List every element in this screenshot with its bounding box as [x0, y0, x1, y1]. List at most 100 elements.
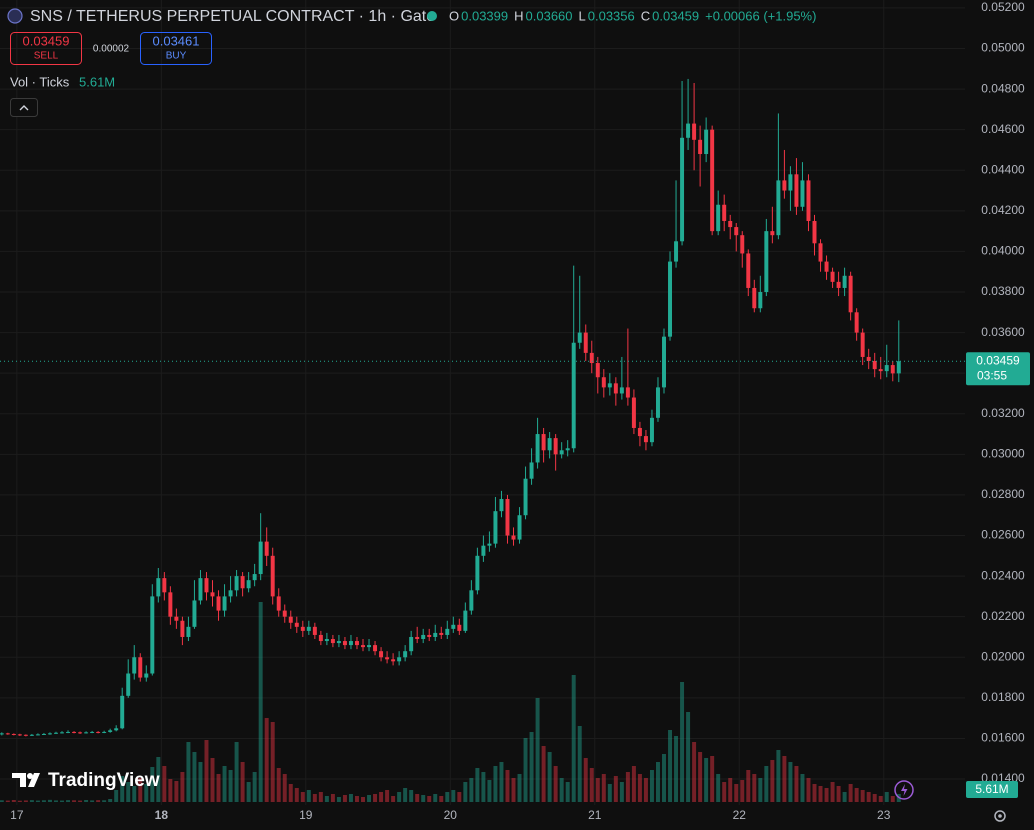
volume-bar — [391, 796, 396, 802]
collapse-icon[interactable] — [19, 105, 29, 111]
candle-body — [680, 137, 685, 242]
candle-body — [662, 336, 666, 388]
candle-body — [577, 332, 582, 343]
candle-body — [41, 733, 46, 735]
volume-bar — [53, 800, 58, 802]
volume-bar — [324, 796, 329, 802]
candle-body — [421, 634, 426, 640]
volume-bar — [132, 786, 137, 802]
volume-bar — [300, 792, 305, 802]
volume-bar — [41, 800, 46, 802]
volume-bar — [625, 772, 630, 802]
volume-bar — [373, 794, 378, 802]
candle-body — [222, 596, 227, 611]
candle-body — [427, 634, 432, 637]
candle-body — [872, 361, 877, 370]
candle-body — [770, 231, 775, 236]
candle-body — [138, 657, 143, 678]
volume-bar — [752, 774, 757, 802]
volume-bar — [619, 782, 624, 802]
lightning-icon[interactable] — [901, 784, 908, 796]
buy-label[interactable]: BUY — [166, 51, 187, 62]
settings-icon[interactable] — [998, 814, 1002, 818]
y-tick-label: 0.01800 — [981, 690, 1025, 704]
sell-label[interactable]: SELL — [34, 51, 59, 62]
candle-body — [415, 636, 420, 640]
volume-bar — [78, 800, 83, 802]
volume-bar — [722, 782, 727, 802]
candle-body — [529, 462, 534, 479]
candle-body — [252, 574, 257, 581]
collapse-button[interactable] — [10, 98, 38, 117]
candle-body — [848, 275, 853, 313]
volume-bar — [252, 772, 257, 802]
volume-bar — [409, 790, 414, 802]
buy-button[interactable] — [140, 32, 212, 65]
spread: 0.00002 — [93, 44, 130, 55]
candle-body — [487, 543, 492, 546]
lightning-button[interactable] — [894, 780, 914, 800]
volume-bar — [860, 790, 865, 802]
last-price-badge — [966, 352, 1030, 386]
volume-bar — [776, 750, 781, 802]
volume-badge-label: 5.61M — [975, 782, 1008, 796]
candle-body — [583, 332, 588, 353]
candle-body — [884, 365, 889, 372]
volume-bar — [348, 794, 353, 802]
candle-body — [836, 281, 841, 288]
volume-bar — [102, 800, 107, 802]
candle-body — [625, 387, 630, 398]
candle-body — [878, 369, 883, 372]
volume-bar — [565, 782, 570, 802]
volume-bar — [246, 782, 251, 802]
volume-bar — [336, 797, 341, 802]
y-tick-label: 0.03200 — [981, 406, 1025, 420]
buy-price[interactable]: 0.03461 — [153, 33, 200, 48]
volume-bar — [878, 796, 883, 802]
ohlc-key: C — [641, 8, 650, 23]
candle-body — [830, 271, 835, 282]
volume-bar — [487, 780, 492, 802]
volume-value: 5.61M — [79, 74, 115, 89]
settings-button[interactable] — [994, 810, 1006, 822]
volume-bar — [547, 752, 552, 802]
y-tick-label: 0.04200 — [981, 203, 1025, 217]
candle-body — [842, 275, 847, 288]
sell-price[interactable]: 0.03459 — [23, 33, 70, 48]
candle-body — [72, 731, 77, 733]
volume-bar — [649, 770, 654, 802]
symbol-title: SNS / TETHERUS PERPETUAL CONTRACT · 1h ·… — [30, 8, 435, 25]
volume-bar — [403, 788, 408, 802]
candle-body — [758, 292, 763, 309]
volume-bar — [35, 800, 40, 802]
candle-body — [794, 174, 799, 207]
x-tick-label: 20 — [444, 808, 458, 822]
y-tick-label: 0.02800 — [981, 487, 1025, 501]
candle-body — [120, 695, 125, 729]
candle-body — [324, 639, 329, 642]
candle-body — [499, 498, 504, 512]
x-tick-label: 22 — [733, 808, 747, 822]
volume-bar — [680, 682, 685, 802]
y-tick-label: 0.02000 — [981, 649, 1025, 663]
x-tick-label: 23 — [877, 808, 891, 822]
candle-body — [306, 626, 311, 631]
volume-bar — [210, 758, 215, 802]
volume-bar — [872, 794, 877, 802]
candle-body — [168, 592, 173, 617]
candle-body — [276, 596, 281, 611]
candle-body — [336, 641, 341, 644]
volume-bar — [692, 742, 697, 802]
candle-body — [457, 624, 462, 631]
candle-body — [5, 733, 10, 735]
volume-bar — [740, 780, 745, 802]
grid — [0, 0, 965, 805]
volume-bar — [577, 726, 582, 802]
sell-button[interactable] — [10, 32, 82, 65]
volume-bar — [29, 800, 34, 802]
y-tick-label: 0.04600 — [981, 122, 1025, 136]
volume-bar — [601, 774, 606, 802]
volume-bar — [318, 792, 323, 802]
volume-bar — [90, 800, 95, 802]
candle-body — [806, 180, 811, 221]
